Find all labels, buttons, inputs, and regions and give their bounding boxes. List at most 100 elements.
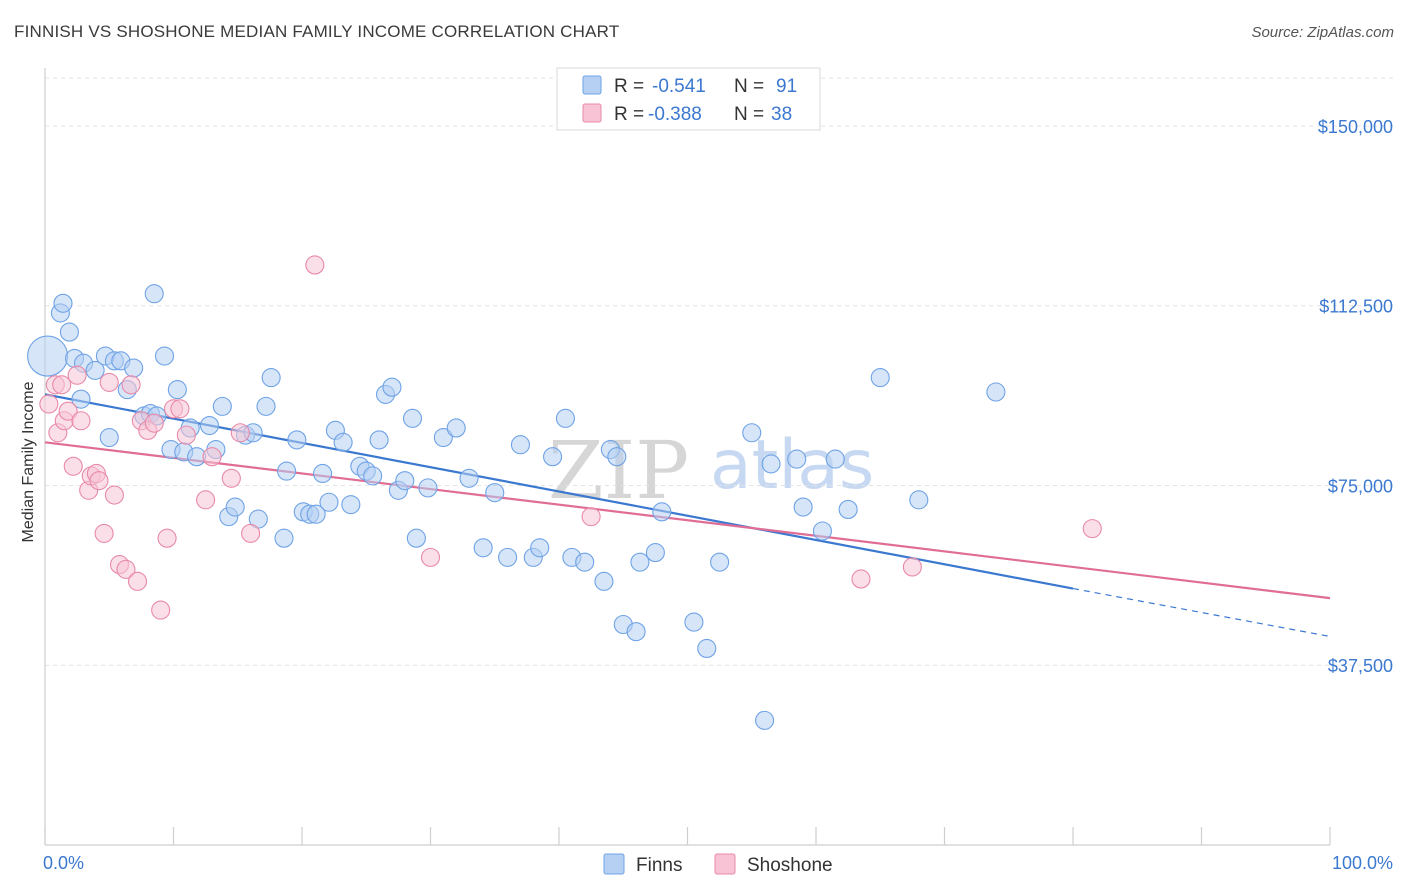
point-finns-40 [313, 463, 333, 484]
y-tick-label-2: $112,500 [1319, 297, 1393, 317]
point-finns-53 [402, 408, 423, 428]
point-finns-47 [363, 466, 383, 486]
point-shoshone-31 [230, 423, 250, 443]
point-finns-57 [446, 418, 466, 438]
watermark-zip: ZIP [548, 424, 689, 517]
point-finns-43 [333, 432, 353, 452]
point-finns-88 [909, 490, 929, 510]
point-finns-82 [787, 449, 807, 469]
point-shoshone-37 [902, 557, 922, 577]
point-shoshone-38 [1082, 519, 1102, 539]
chart-title: FINNISH VS SHOSHONE MEDIAN FAMILY INCOME… [14, 22, 620, 41]
point-shoshone-7 [67, 365, 87, 385]
point-finns-84 [812, 521, 832, 541]
point-finns-66 [555, 408, 575, 428]
point-finns-78 [697, 638, 717, 659]
point-finns-52 [395, 471, 415, 491]
point-finns-86 [838, 499, 858, 519]
point-finns-68 [575, 552, 595, 572]
point-finns-79 [710, 552, 730, 572]
y-tick-label-3: $150,000 [1318, 117, 1393, 137]
point-finns-81 [761, 454, 781, 474]
point-shoshone-32 [241, 523, 261, 543]
x-tick-label-1: 100.0% [1332, 853, 1393, 873]
x-tick-labels: 0.0% 100.0% [43, 853, 1393, 873]
point-shoshone-29 [202, 447, 222, 467]
point-finns-18 [154, 346, 175, 366]
point-finns-56 [433, 427, 453, 448]
y-tick-labels: $37,500 $75,000 $112,500 $150,000 [1318, 117, 1393, 676]
bottom-legend-label-finns: Finns [636, 855, 682, 876]
point-shoshone-22 [144, 413, 164, 433]
x-tick-label-0: 0.0% [43, 853, 84, 873]
point-finns-74 [630, 552, 650, 572]
point-finns-71 [607, 447, 627, 467]
point-finns-85 [825, 449, 845, 469]
correlation-legend: R = -0.541 N = 91 R = -0.388 N = 38 [556, 67, 821, 131]
point-finns-16 [144, 284, 164, 304]
point-finns-34 [274, 528, 294, 548]
point-finns-61 [498, 547, 518, 567]
point-finns-77 [684, 612, 704, 632]
point-finns-20 [167, 380, 187, 400]
point-finns-0 [27, 335, 69, 377]
point-finns-50 [382, 377, 402, 397]
point-shoshone-26 [170, 399, 190, 419]
point-finns-76 [652, 502, 672, 522]
point-finns-35 [277, 461, 297, 481]
point-finns-65 [543, 447, 563, 467]
y-axis-label: Median Family Income [20, 381, 37, 542]
point-finns-41 [319, 492, 339, 512]
chart-source: Source: ZipAtlas.com [1251, 24, 1394, 41]
point-finns-55 [418, 478, 438, 498]
point-finns-89 [986, 382, 1006, 402]
point-shoshone-30 [221, 468, 241, 488]
legend-n-label-finns: N = [734, 76, 764, 97]
y-tick-label-1: $75,000 [1328, 476, 1393, 496]
point-finns-75 [645, 543, 665, 563]
point-shoshone-28 [196, 490, 216, 510]
legend-swatch-shoshone [582, 103, 602, 123]
point-shoshone-27 [176, 425, 196, 445]
point-shoshone-35 [581, 507, 601, 527]
bottom-legend-label-shoshone: Shoshone [747, 855, 833, 876]
point-finns-33 [261, 368, 281, 388]
point-shoshone-23 [151, 600, 171, 620]
point-finns-44 [341, 495, 361, 515]
point-finns-62 [510, 435, 531, 455]
point-shoshone-24 [157, 528, 177, 548]
legend-r-value-finns: -0.541 [652, 76, 706, 97]
point-finns-3 [59, 322, 79, 342]
y-tick-label-0: $37,500 [1328, 656, 1393, 676]
point-finns-39 [306, 504, 326, 524]
point-finns-32 [256, 396, 276, 416]
legend-r-label-finns: R = [614, 76, 644, 97]
point-finns-9 [99, 427, 119, 448]
legend-n-value-shoshone: 38 [771, 104, 792, 125]
point-finns-58 [459, 468, 479, 488]
legend-n-label-shoshone: N = [734, 104, 764, 125]
point-finns-73 [626, 622, 646, 642]
axes [44, 68, 1331, 846]
point-shoshone-3 [52, 375, 72, 395]
point-finns-2 [53, 293, 73, 313]
point-finns-59 [473, 538, 493, 558]
bottom-legend-swatch-finns [603, 853, 625, 875]
point-finns-7 [85, 360, 105, 380]
point-finns-90 [755, 710, 775, 730]
point-shoshone-36 [851, 569, 871, 589]
point-finns-24 [199, 415, 220, 436]
point-finns-80 [742, 423, 762, 443]
legend-r-label-shoshone: R = [614, 104, 644, 125]
point-finns-64 [530, 538, 550, 558]
point-shoshone-6 [63, 456, 83, 476]
trendline-shoshone [44, 441, 1331, 600]
point-finns-69 [594, 571, 614, 591]
legend-swatch-finns [582, 75, 602, 95]
point-finns-83 [793, 497, 813, 517]
point-finns-13 [124, 358, 144, 378]
point-shoshone-15 [104, 485, 124, 505]
point-shoshone-13 [94, 523, 114, 543]
bottom-legend-swatch-shoshone [714, 853, 736, 875]
